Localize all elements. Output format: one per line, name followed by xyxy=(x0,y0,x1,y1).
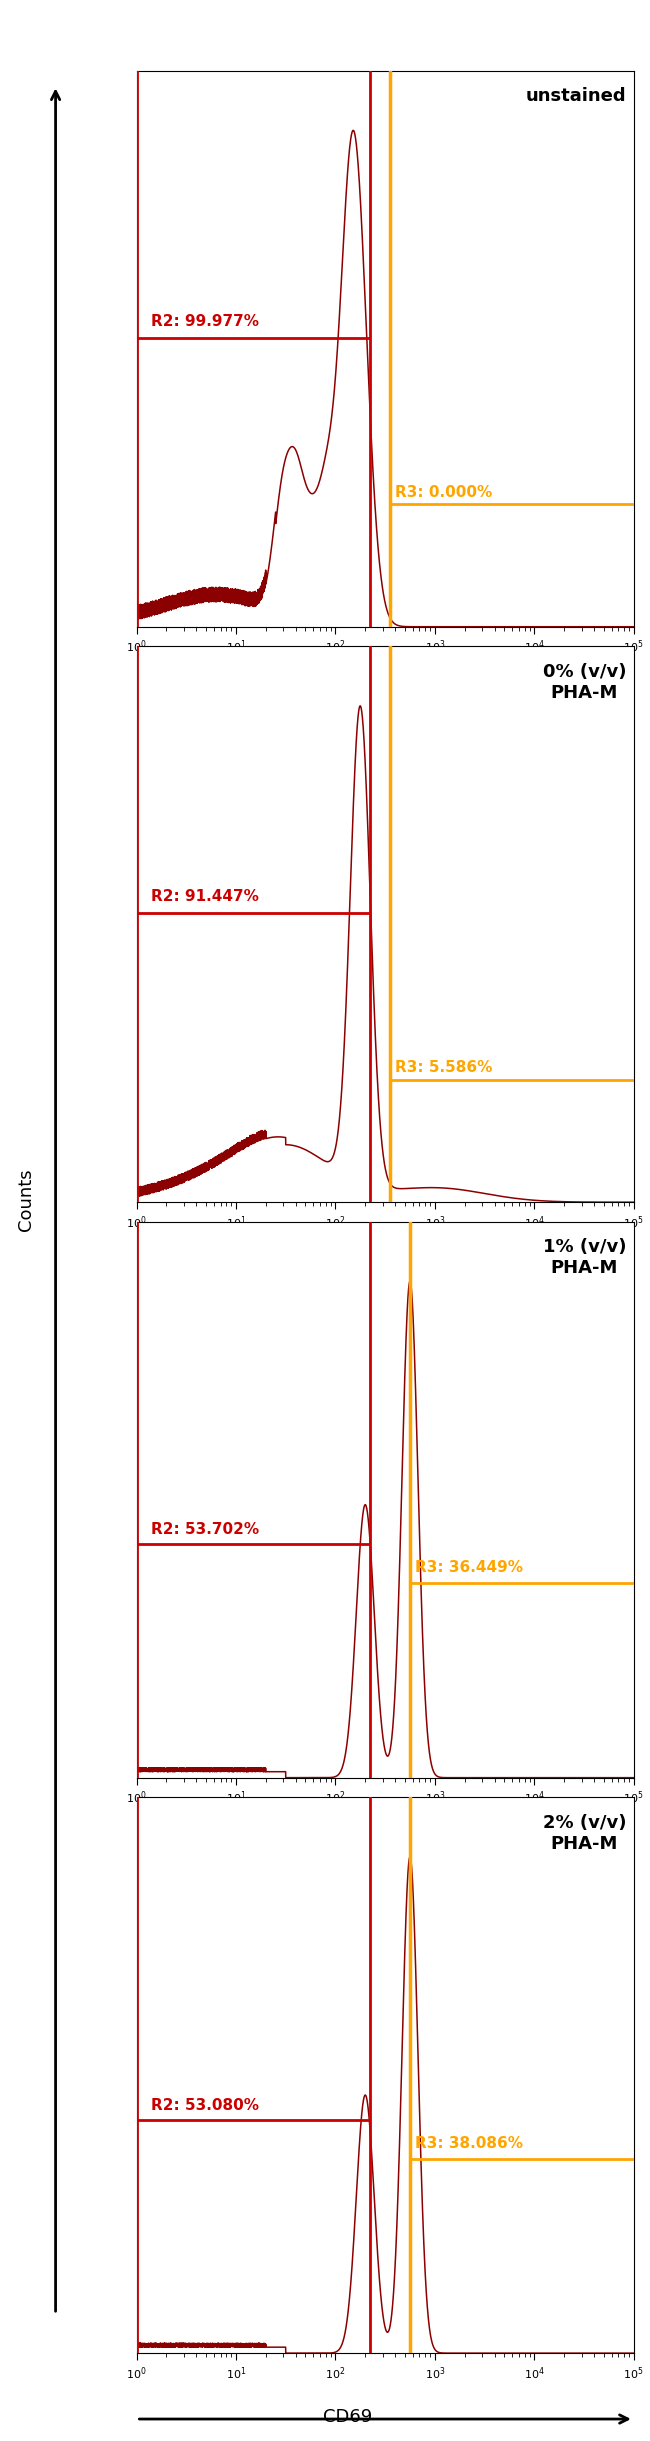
Text: Counts: Counts xyxy=(17,1169,35,1230)
Text: 2% (v/v)
PHA-M: 2% (v/v) PHA-M xyxy=(543,1814,627,1853)
Text: 0% (v/v)
PHA-M: 0% (v/v) PHA-M xyxy=(543,664,627,701)
Text: unstained: unstained xyxy=(526,88,627,105)
Text: R3: 5.586%: R3: 5.586% xyxy=(395,1059,492,1074)
Text: R2: 53.080%: R2: 53.080% xyxy=(151,2097,259,2111)
Text: R3: 36.449%: R3: 36.449% xyxy=(415,1560,523,1574)
Text: R2: 91.447%: R2: 91.447% xyxy=(151,889,259,906)
Text: CD69: CD69 xyxy=(323,2407,372,2426)
Text: R3: 0.000%: R3: 0.000% xyxy=(395,483,492,500)
Text: 1% (v/v)
PHA-M: 1% (v/v) PHA-M xyxy=(543,1238,627,1277)
Text: R2: 99.977%: R2: 99.977% xyxy=(151,315,259,330)
Text: R3: 38.086%: R3: 38.086% xyxy=(415,2136,523,2151)
Text: R2: 53.702%: R2: 53.702% xyxy=(151,1523,259,1538)
